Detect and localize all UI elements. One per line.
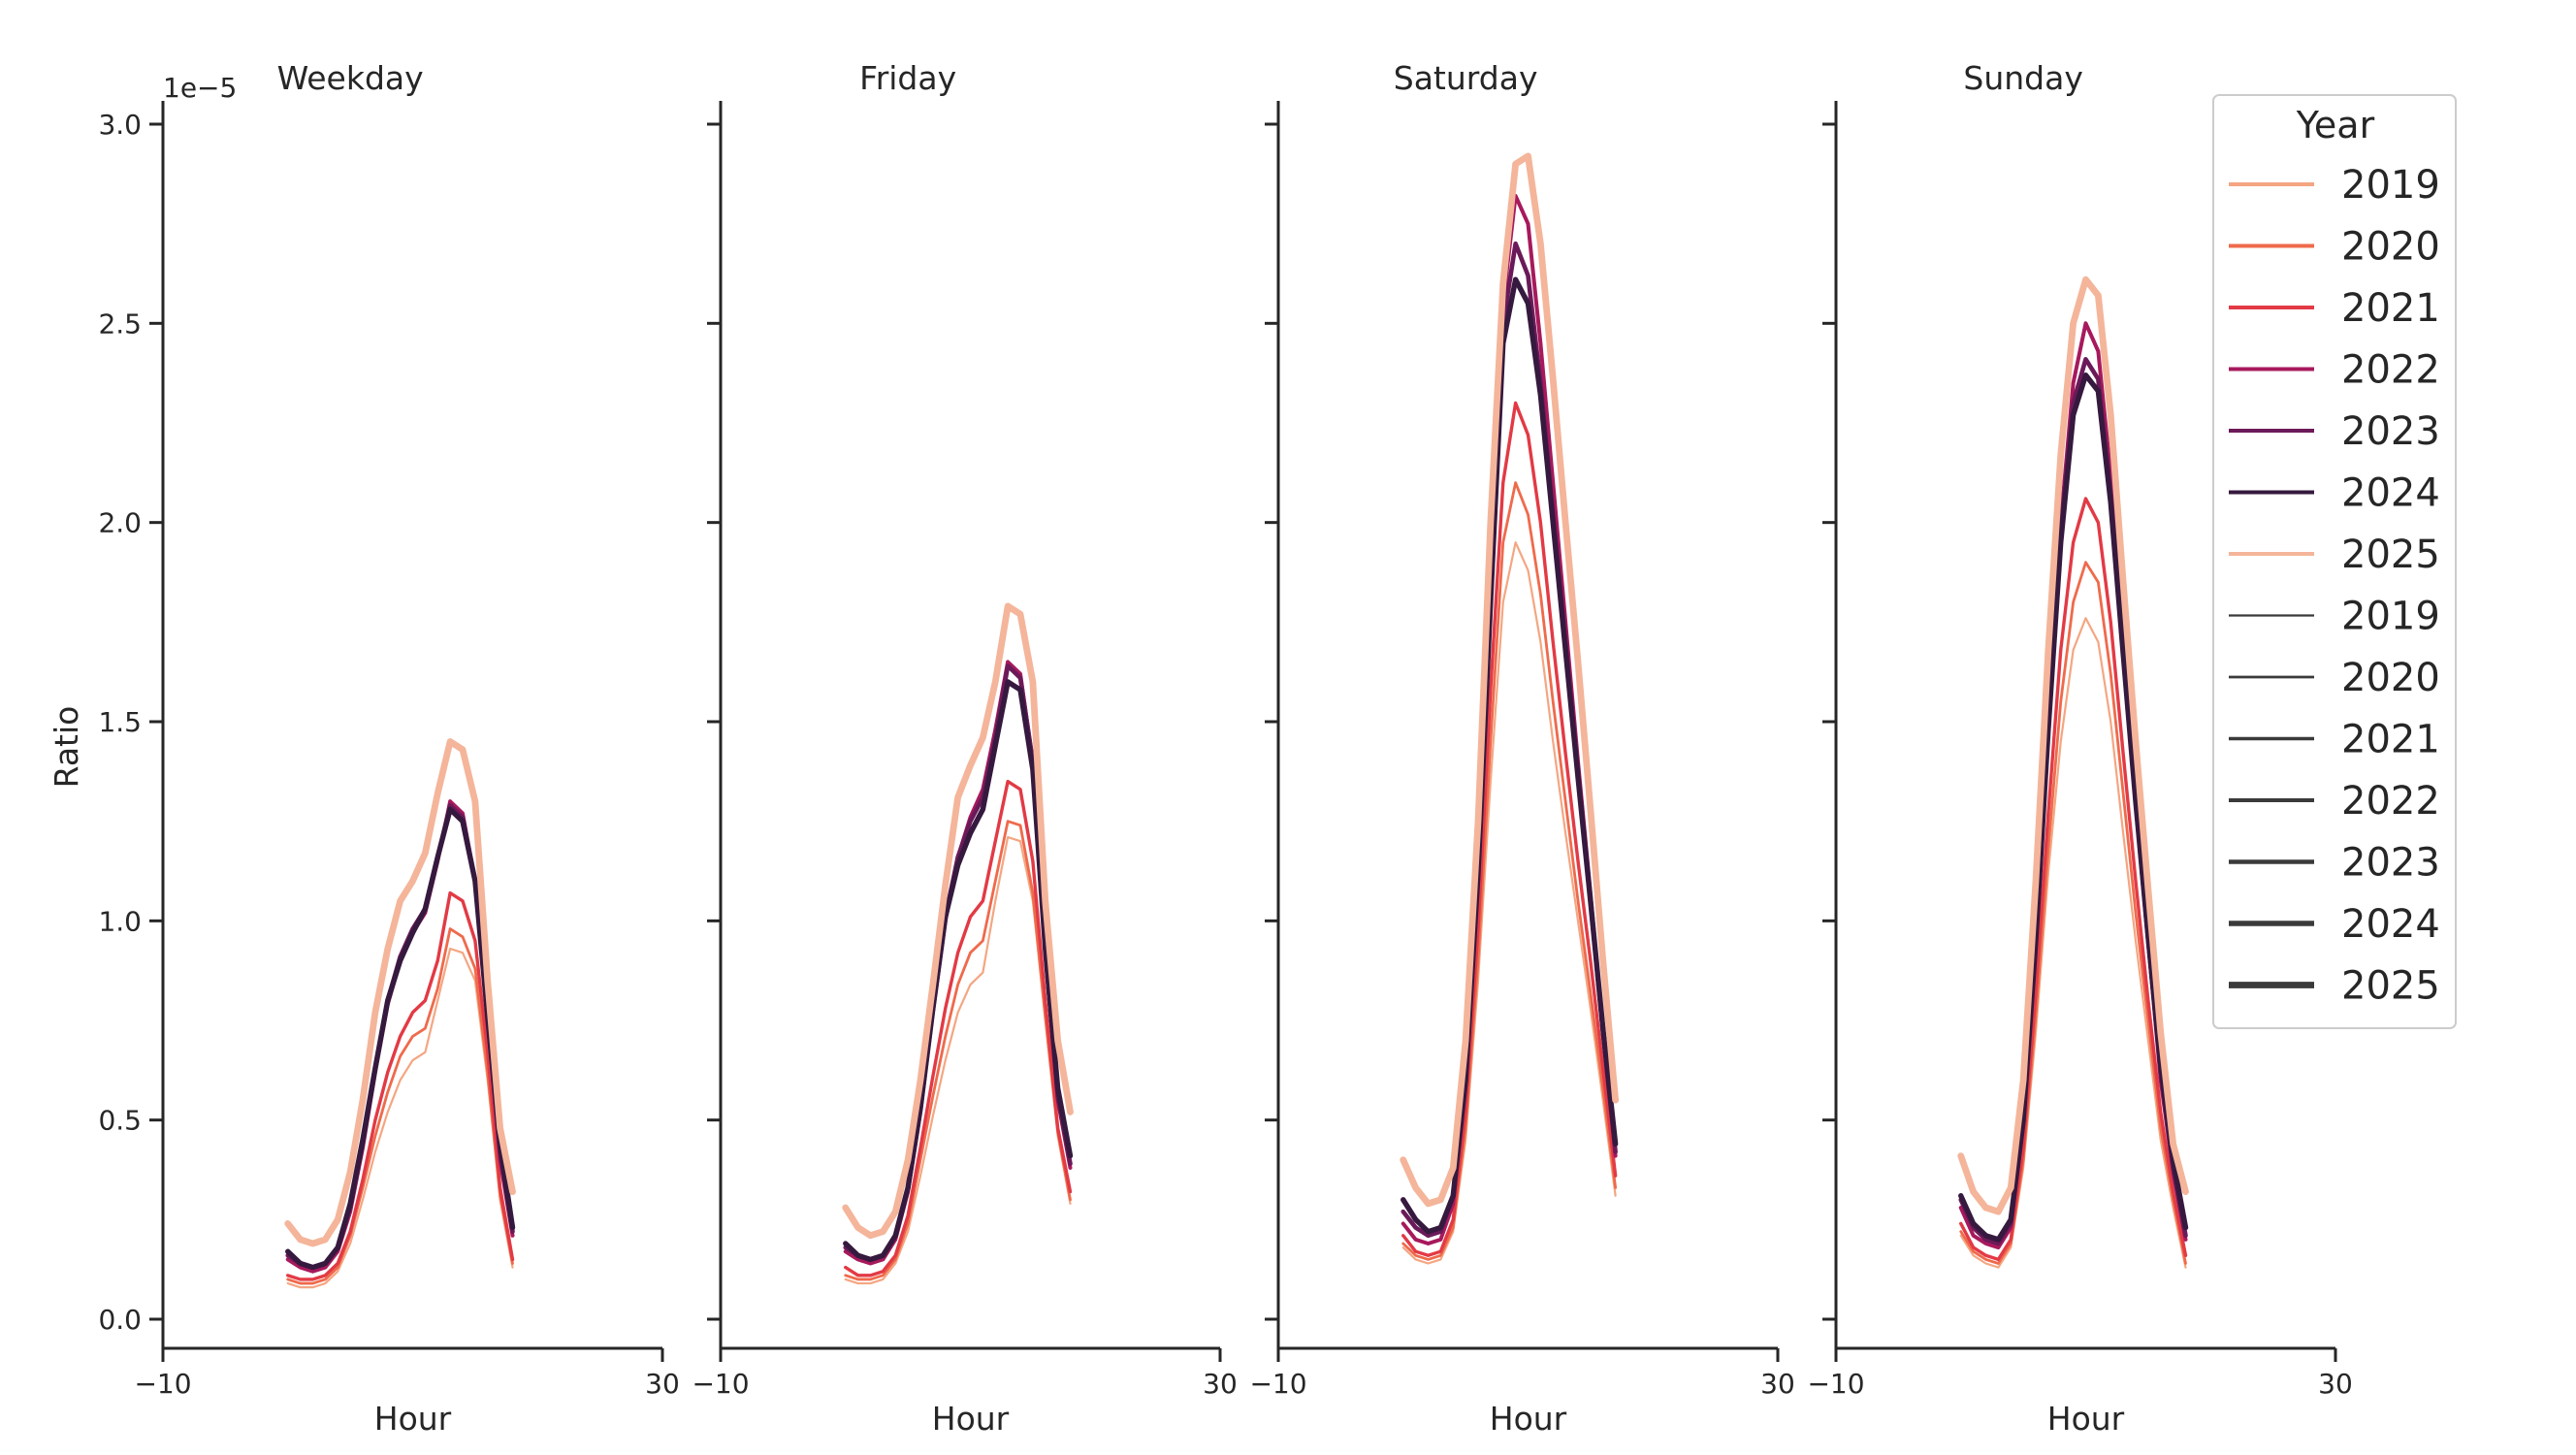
legend-frame [2212, 94, 2457, 1029]
legend-title: Year [2296, 104, 2375, 146]
y-tick-label: 0.5 [98, 1105, 142, 1137]
series-line-2019 [1401, 541, 1617, 1265]
series-line-2025 [1400, 152, 1620, 1208]
panel-title: Sunday [1963, 59, 2082, 97]
legend-label: 2022 [2341, 779, 2440, 824]
series-line-2020 [1401, 481, 1618, 1261]
legend-label: 2025 [2341, 533, 2440, 577]
x-tick-label: 30 [1203, 1368, 1238, 1400]
series-line-2021 [844, 779, 1073, 1277]
series-line-2019 [1959, 617, 2187, 1269]
legend-label: 2020 [2341, 656, 2440, 700]
panel-friday: Friday −10 30 Hour [692, 59, 1237, 1438]
panel-title: Weekday [277, 59, 424, 97]
series-line-2021 [1401, 401, 1618, 1257]
series-line-2024 [1958, 372, 2189, 1243]
y-tick-label: 2.0 [98, 507, 142, 539]
legend: Year 2019 2020 2021 2022 2023 2024 2025 2019 202… [2212, 94, 2457, 1029]
y-axis-label: Ratio [48, 706, 85, 789]
legend-label: 2024 [2341, 471, 2440, 516]
series-line-2024 [1401, 276, 1619, 1235]
legend-label: 2025 [2341, 964, 2440, 1009]
legend-label: 2023 [2341, 409, 2440, 454]
series-line-2024 [285, 806, 516, 1271]
x-axis-label: Hour [2047, 1400, 2125, 1438]
legend-label: 2024 [2341, 902, 2440, 947]
series-line-2025 [1957, 275, 2189, 1215]
y-tick-label: 2.5 [98, 307, 142, 340]
y-tick-label: 0.0 [98, 1304, 142, 1336]
x-tick-label: 30 [1760, 1368, 1795, 1400]
x-tick-label: −10 [692, 1368, 749, 1400]
legend-label: 2021 [2341, 286, 2440, 331]
series-line-2021 [286, 890, 515, 1281]
series-line-2024 [843, 679, 1074, 1263]
y-tick-label: 1.5 [98, 706, 142, 738]
legend-label: 2023 [2341, 841, 2440, 886]
series-line-2025 [842, 602, 1074, 1240]
x-axis-label: Hour [1490, 1400, 1567, 1438]
y-tick-label: 3.0 [98, 109, 142, 141]
series-line-2023 [1958, 356, 2188, 1246]
panel-title: Saturday [1394, 59, 1538, 97]
y-scale-offset-text: 1e−5 [163, 72, 237, 104]
series-line-2020 [286, 927, 514, 1285]
panel-sunday: Sunday −10 30 Hour [1807, 59, 2352, 1438]
series-line-2020 [1959, 561, 2187, 1265]
series-line-2021 [1959, 497, 2188, 1262]
x-tick-label: −10 [134, 1368, 191, 1400]
series-line-2025 [284, 738, 516, 1247]
legend-label: 2021 [2341, 718, 2440, 762]
x-tick-label: 30 [645, 1368, 680, 1400]
series-line-2020 [844, 820, 1072, 1281]
panel-title: Friday [859, 59, 956, 97]
panel-weekday: Weekday 0.0 0.5 1.0 1.5 2.0 2.5 3.0 −10 30 Hour [98, 59, 679, 1438]
legend-label: 2020 [2341, 225, 2440, 270]
legend-label: 2022 [2341, 348, 2440, 393]
panel-saturday: Saturday −10 30 Hour [1249, 59, 1794, 1438]
legend-label: 2019 [2341, 595, 2440, 639]
legend-label: 2019 [2341, 163, 2440, 208]
x-tick-label: −10 [1249, 1368, 1306, 1400]
series-line-2019 [286, 947, 514, 1289]
y-tick-label: 1.0 [98, 905, 142, 937]
x-axis-label: Hour [932, 1400, 1010, 1438]
x-tick-label: −10 [1807, 1368, 1864, 1400]
x-tick-label: 30 [2318, 1368, 2353, 1400]
x-axis-label: Hour [374, 1400, 452, 1438]
series-line-2022 [1958, 321, 2188, 1250]
